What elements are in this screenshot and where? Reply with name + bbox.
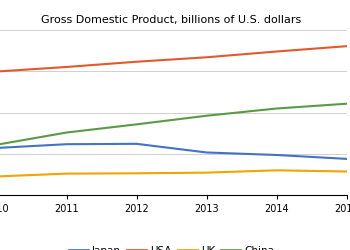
- China: [344, 102, 349, 105]
- Line: USA: USA: [0, 46, 346, 72]
- Japan: [134, 142, 139, 145]
- Japan: [344, 157, 349, 160]
- UK: [274, 169, 279, 172]
- UK: [134, 172, 139, 175]
- USA: [344, 45, 349, 48]
- Line: UK: UK: [0, 170, 346, 176]
- USA: [204, 56, 209, 59]
- Line: China: China: [0, 104, 346, 145]
- China: [274, 107, 279, 110]
- USA: [64, 66, 69, 68]
- Japan: [64, 143, 69, 146]
- UK: [204, 171, 209, 174]
- Legend: Japan, USA, UK, China: Japan, USA, UK, China: [65, 242, 278, 250]
- Japan: [274, 154, 279, 156]
- China: [134, 123, 139, 126]
- Japan: [204, 151, 209, 154]
- China: [64, 131, 69, 134]
- USA: [274, 50, 279, 53]
- USA: [134, 60, 139, 63]
- UK: [64, 172, 69, 175]
- Line: Japan: Japan: [0, 144, 346, 159]
- China: [204, 114, 209, 117]
- UK: [344, 170, 349, 173]
- Title: Gross Domestic Product, billions of U.S. dollars: Gross Domestic Product, billions of U.S.…: [41, 15, 302, 25]
